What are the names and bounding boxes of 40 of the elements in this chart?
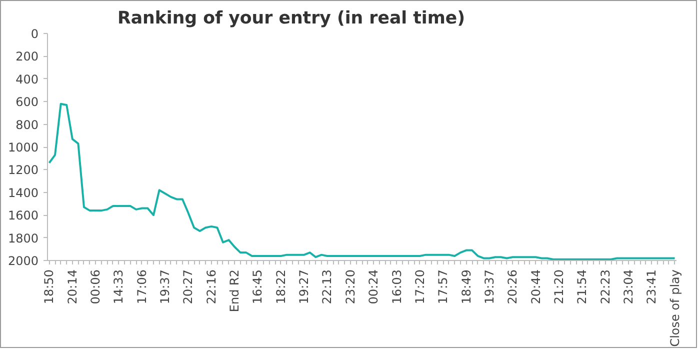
x-tick-label: 20:14 bbox=[65, 269, 80, 304]
x-tick-label: 17:57 bbox=[436, 269, 450, 304]
x-tick-label: 00:24 bbox=[366, 269, 381, 304]
x-tick-label: 20:44 bbox=[528, 269, 543, 304]
x-tick-label: 19:37 bbox=[482, 269, 496, 304]
x-tick-label: 19:37 bbox=[158, 269, 172, 304]
x-tick-label: 17:20 bbox=[412, 269, 427, 304]
x-tick-label: 22:23 bbox=[598, 269, 612, 304]
y-tick-label: 800 bbox=[16, 118, 38, 132]
x-tick-label: 21:20 bbox=[552, 269, 566, 304]
x-tick-label: 20:27 bbox=[181, 269, 196, 304]
x-tick-label: Close of play bbox=[668, 269, 682, 347]
y-tick-label: 2000 bbox=[8, 254, 39, 268]
y-tick-label: 1400 bbox=[8, 186, 39, 200]
chart-title: Ranking of your entry (in real time) bbox=[118, 8, 466, 28]
y-tick-label: 200 bbox=[16, 50, 38, 64]
y-tick-label: 1000 bbox=[8, 140, 39, 154]
y-tick-label: 1600 bbox=[8, 208, 39, 223]
x-tick-label: 16:45 bbox=[250, 269, 265, 304]
x-tick-label: 22:13 bbox=[320, 269, 334, 304]
x-tick-label: 21:54 bbox=[575, 269, 590, 304]
x-tick-label: 23:04 bbox=[621, 269, 636, 304]
y-tick-label: 0 bbox=[30, 27, 39, 41]
x-tick-label: 00:06 bbox=[88, 269, 103, 304]
x-tick-label: End R2 bbox=[228, 270, 242, 312]
x-tick-label: 23:20 bbox=[343, 269, 358, 304]
x-tick-label: 18:49 bbox=[459, 269, 474, 304]
x-tick-label: 18:50 bbox=[42, 269, 56, 304]
x-tick-label: 19:27 bbox=[297, 269, 312, 304]
x-tick-label: 22:16 bbox=[204, 269, 218, 304]
x-tick-label: 20:26 bbox=[506, 269, 520, 304]
x-tick-label: 16:03 bbox=[390, 269, 404, 304]
x-tick-label: 17:06 bbox=[134, 269, 149, 304]
y-tick-label: 1200 bbox=[8, 163, 39, 178]
y-tick-label: 1800 bbox=[8, 231, 39, 246]
y-tick-label: 600 bbox=[16, 95, 38, 110]
x-tick-label: 23:41 bbox=[644, 269, 659, 304]
x-tick-label: 18:22 bbox=[274, 269, 288, 304]
y-tick-label: 400 bbox=[16, 72, 38, 86]
x-tick-label: 14:33 bbox=[112, 269, 126, 304]
